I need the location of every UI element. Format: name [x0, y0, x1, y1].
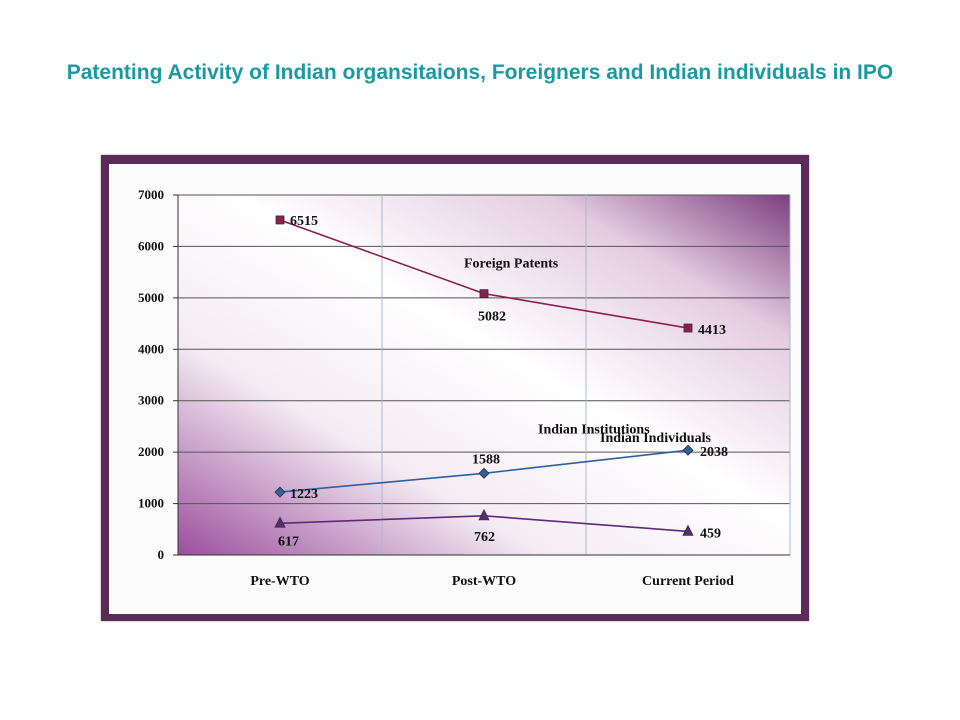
data-point: [274, 486, 286, 498]
data-label: 1588: [472, 452, 500, 467]
y-tick-label: 7000: [138, 187, 164, 202]
series-name-label: Foreign Patents: [464, 257, 559, 272]
series-name-label: Indian Individuals: [600, 431, 711, 446]
data-point: [478, 508, 490, 521]
data-point: [275, 215, 285, 225]
data-point: [682, 444, 694, 456]
data-label: 762: [474, 530, 495, 545]
data-label: 617: [278, 534, 299, 549]
y-tick-label: 2000: [138, 444, 164, 459]
y-tick-label: 3000: [138, 393, 164, 408]
data-point: [478, 467, 490, 479]
y-tick-label: 0: [158, 547, 165, 562]
page-title: Patenting Activity of Indian organsitaio…: [66, 61, 894, 84]
y-tick-label: 4000: [138, 341, 164, 356]
data-point: [682, 524, 694, 536]
x-tick-label: Current Period: [642, 574, 734, 589]
data-point: [683, 323, 693, 333]
data-label: 4413: [698, 323, 726, 338]
data-point: [274, 516, 286, 528]
data-label: 5082: [478, 310, 506, 325]
y-tick-label: 1000: [138, 496, 164, 511]
x-tick-label: Pre-WTO: [250, 574, 309, 589]
series-name-label: Indian Institutions: [538, 422, 650, 437]
y-tick-label: 5000: [138, 290, 164, 305]
data-label: 459: [700, 526, 721, 541]
data-point: [479, 289, 489, 299]
data-label: 6515: [290, 214, 318, 229]
data-label: 1223: [290, 487, 318, 502]
y-tick-label: 6000: [138, 238, 164, 253]
data-label: 2038: [700, 445, 728, 460]
x-tick-label: Post-WTO: [452, 574, 516, 589]
plot-area: [178, 195, 790, 555]
